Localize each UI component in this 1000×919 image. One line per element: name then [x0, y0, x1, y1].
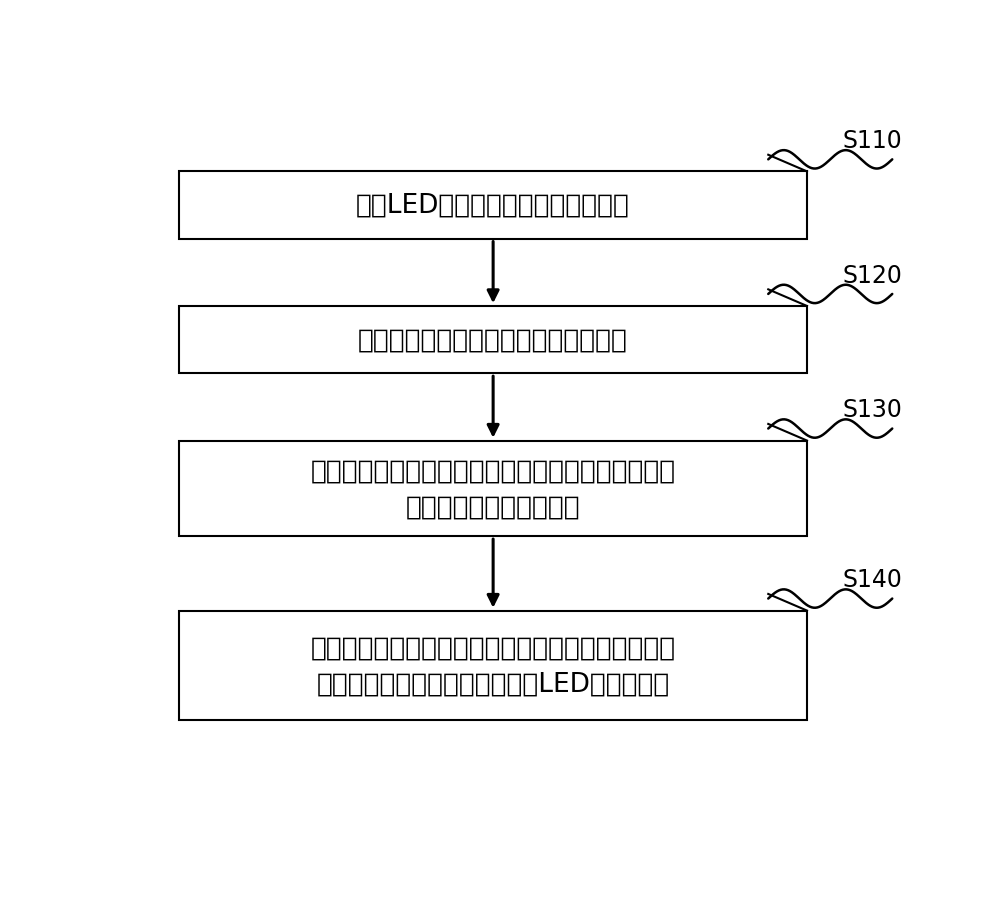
Bar [179, 307, 807, 374]
Text: 根据占空比目标値和占空比调整周期调整脉宽调制信
号，脉宽调制信号用于控制所述LED光源的亮度: 根据占空比目标値和占空比调整周期调整脉宽调制信 号，脉宽调制信号用于控制所述LE… [311, 635, 676, 697]
Bar [179, 611, 807, 720]
Text: S140: S140 [843, 568, 903, 592]
Text: 根据当前电压和放电阶段确定脉宽调制信号的占空比
目标値和占空比调整周期: 根据当前电压和放电阶段确定脉宽调制信号的占空比 目标値和占空比调整周期 [311, 458, 676, 520]
Bar [179, 172, 807, 240]
Text: S120: S120 [843, 264, 903, 288]
Text: 获取LED光源的供电电池的当前电压: 获取LED光源的供电电池的当前电压 [356, 193, 630, 219]
Text: S130: S130 [843, 398, 903, 422]
Text: S110: S110 [843, 129, 903, 153]
Text: 根据当前电压确定供电电池的放电阶段: 根据当前电压确定供电电池的放电阶段 [358, 327, 628, 353]
Bar [179, 441, 807, 537]
